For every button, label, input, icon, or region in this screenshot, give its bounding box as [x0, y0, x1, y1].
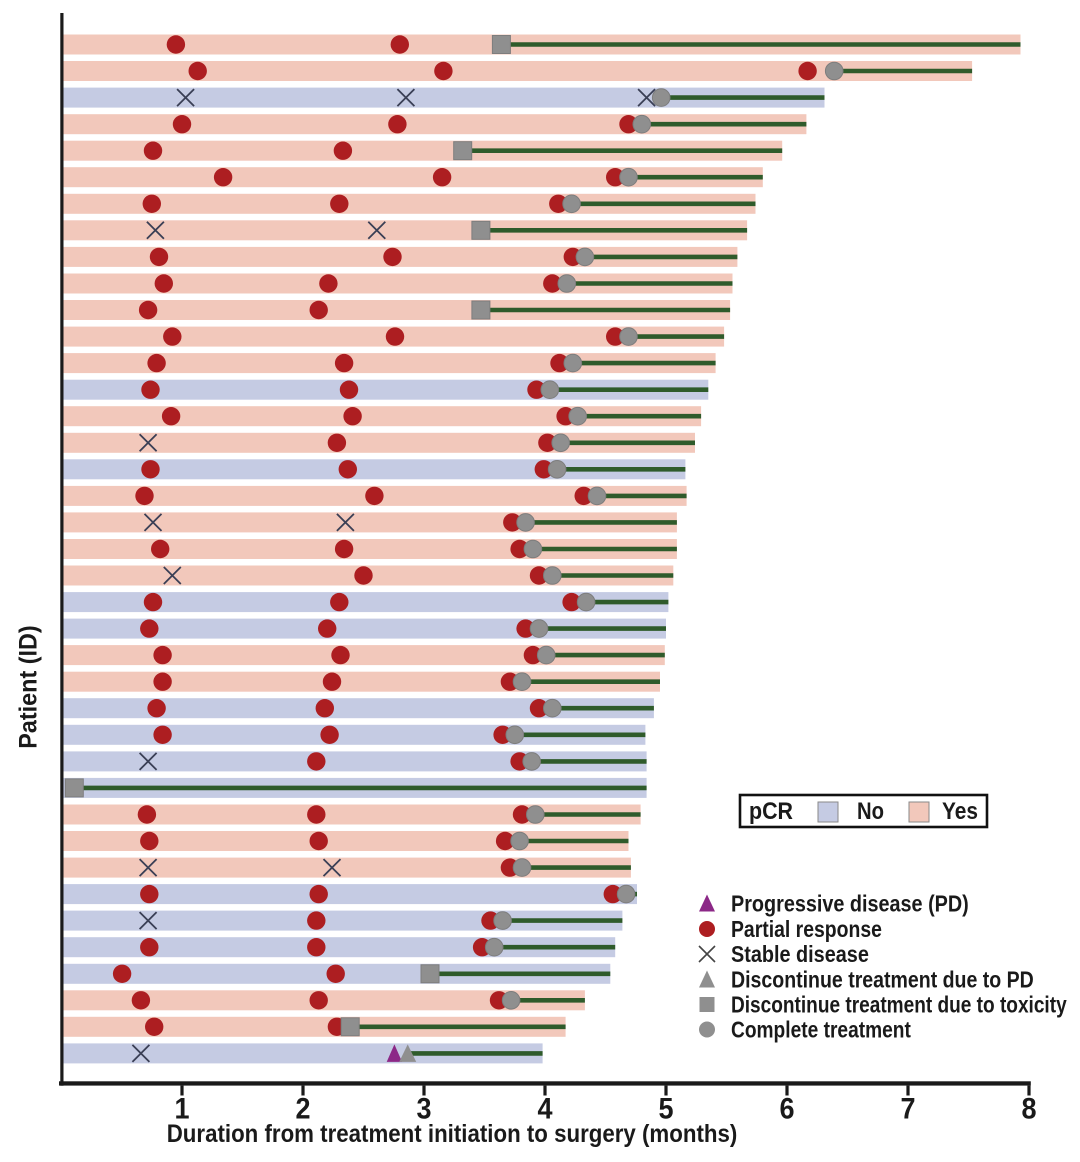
svg-text:Duration from treatment initia: Duration from treatment initiation to su… [167, 1121, 738, 1148]
svg-text:Discontinue treatment due to t: Discontinue treatment due to toxicity [731, 993, 1067, 1018]
svg-text:Yes: Yes [942, 798, 978, 825]
svg-text:7: 7 [900, 1092, 915, 1126]
svg-text:Stable disease: Stable disease [731, 942, 869, 968]
svg-text:5: 5 [658, 1092, 673, 1126]
svg-text:Progressive disease (PD): Progressive disease (PD) [731, 891, 969, 917]
svg-text:pCR: pCR [749, 797, 793, 824]
svg-text:Discontinue treatment due to P: Discontinue treatment due to PD [731, 967, 1034, 993]
svg-text:No: No [857, 797, 884, 824]
svg-text:4: 4 [537, 1092, 552, 1126]
svg-text:6: 6 [779, 1092, 794, 1126]
svg-text:2: 2 [295, 1092, 310, 1126]
svg-text:Complete treatment: Complete treatment [731, 1018, 911, 1043]
svg-text:8: 8 [1021, 1092, 1036, 1126]
svg-text:1: 1 [174, 1092, 189, 1126]
svg-text:3: 3 [416, 1092, 431, 1126]
svg-text:Partial response: Partial response [731, 917, 882, 943]
svg-text:Patient (ID): Patient (ID) [15, 625, 43, 748]
